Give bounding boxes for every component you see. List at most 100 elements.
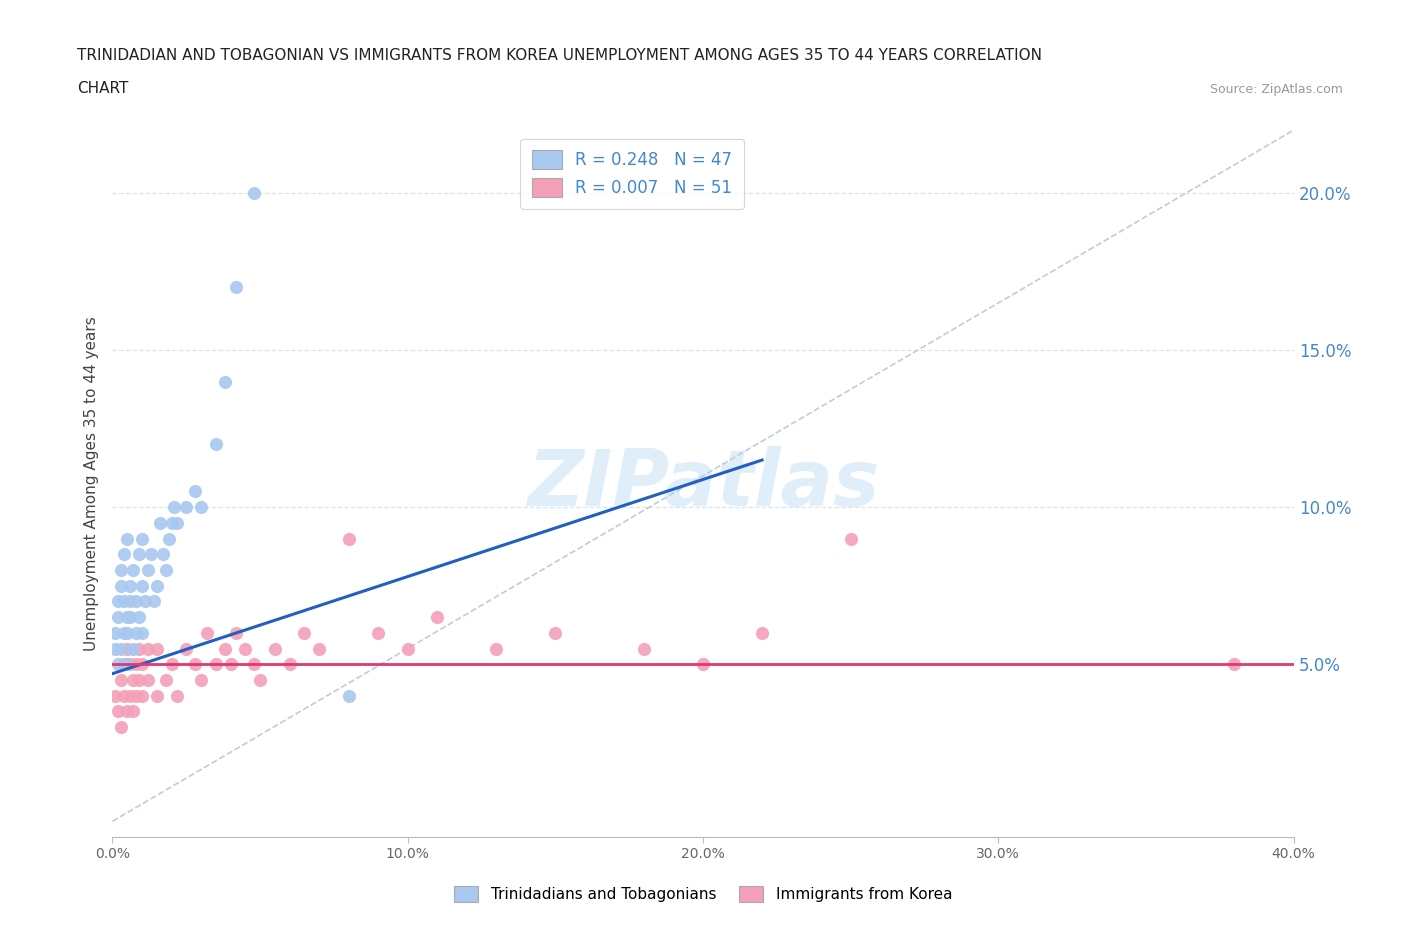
Point	[396, 641, 419, 656]
Point	[117, 531, 138, 546]
Point	[128, 672, 150, 687]
Point	[120, 657, 142, 671]
Point	[233, 641, 256, 656]
Point	[120, 578, 142, 593]
Point	[214, 374, 236, 389]
Point	[125, 688, 148, 703]
Point	[112, 625, 135, 640]
Point	[131, 657, 153, 671]
Point	[117, 641, 138, 656]
Point	[205, 437, 228, 452]
Y-axis label: Unemployment Among Ages 35 to 44 years: Unemployment Among Ages 35 to 44 years	[84, 316, 100, 651]
Point	[110, 641, 132, 656]
Point	[112, 547, 135, 562]
Point	[839, 531, 862, 546]
Point	[131, 531, 153, 546]
Point	[128, 641, 150, 656]
Point	[104, 641, 127, 656]
Point	[485, 641, 508, 656]
Point	[112, 657, 135, 671]
Point	[142, 594, 165, 609]
Point	[125, 625, 148, 640]
Point	[166, 688, 188, 703]
Point	[120, 688, 142, 703]
Point	[146, 688, 169, 703]
Point	[131, 688, 153, 703]
Legend: Trinidadians and Tobagonians, Immigrants from Korea: Trinidadians and Tobagonians, Immigrants…	[447, 880, 959, 909]
Point	[155, 563, 177, 578]
Point	[110, 578, 132, 593]
Point	[174, 499, 197, 514]
Point	[122, 672, 145, 687]
Point	[125, 657, 148, 671]
Point	[292, 625, 315, 640]
Point	[136, 563, 159, 578]
Point	[544, 625, 567, 640]
Point	[120, 610, 142, 625]
Point	[122, 563, 145, 578]
Point	[751, 625, 773, 640]
Point	[152, 547, 174, 562]
Point	[107, 610, 129, 625]
Point	[122, 704, 145, 719]
Point	[278, 657, 301, 671]
Point	[117, 657, 138, 671]
Point	[110, 563, 132, 578]
Point	[308, 641, 330, 656]
Point	[107, 657, 129, 671]
Point	[107, 704, 129, 719]
Point	[125, 594, 148, 609]
Point	[692, 657, 714, 671]
Point	[131, 578, 153, 593]
Point	[225, 280, 247, 295]
Point	[184, 484, 207, 498]
Point	[139, 547, 162, 562]
Point	[214, 641, 236, 656]
Point	[243, 186, 266, 201]
Point	[112, 688, 135, 703]
Point	[120, 594, 142, 609]
Point	[160, 657, 183, 671]
Point	[184, 657, 207, 671]
Point	[104, 625, 127, 640]
Point	[128, 610, 150, 625]
Point	[219, 657, 242, 671]
Legend: R = 0.248   N = 47, R = 0.007   N = 51: R = 0.248 N = 47, R = 0.007 N = 51	[520, 139, 744, 208]
Point	[155, 672, 177, 687]
Point	[249, 672, 271, 687]
Point	[190, 499, 212, 514]
Point	[195, 625, 218, 640]
Point	[104, 688, 127, 703]
Point	[136, 641, 159, 656]
Point	[146, 578, 169, 593]
Point	[110, 720, 132, 735]
Point	[149, 515, 172, 530]
Point	[160, 515, 183, 530]
Point	[264, 641, 287, 656]
Point	[117, 704, 138, 719]
Point	[205, 657, 228, 671]
Point	[110, 672, 132, 687]
Text: ZIPatlas: ZIPatlas	[527, 445, 879, 522]
Point	[225, 625, 247, 640]
Point	[131, 625, 153, 640]
Point	[146, 641, 169, 656]
Point	[134, 594, 156, 609]
Point	[243, 657, 266, 671]
Point	[157, 531, 180, 546]
Point	[136, 672, 159, 687]
Point	[117, 610, 138, 625]
Point	[337, 531, 360, 546]
Point	[128, 547, 150, 562]
Point	[107, 594, 129, 609]
Point	[174, 641, 197, 656]
Point	[337, 688, 360, 703]
Point	[367, 625, 389, 640]
Text: CHART: CHART	[77, 81, 129, 96]
Point	[117, 625, 138, 640]
Point	[1223, 657, 1246, 671]
Point	[122, 641, 145, 656]
Point	[426, 610, 449, 625]
Point	[163, 499, 186, 514]
Point	[633, 641, 655, 656]
